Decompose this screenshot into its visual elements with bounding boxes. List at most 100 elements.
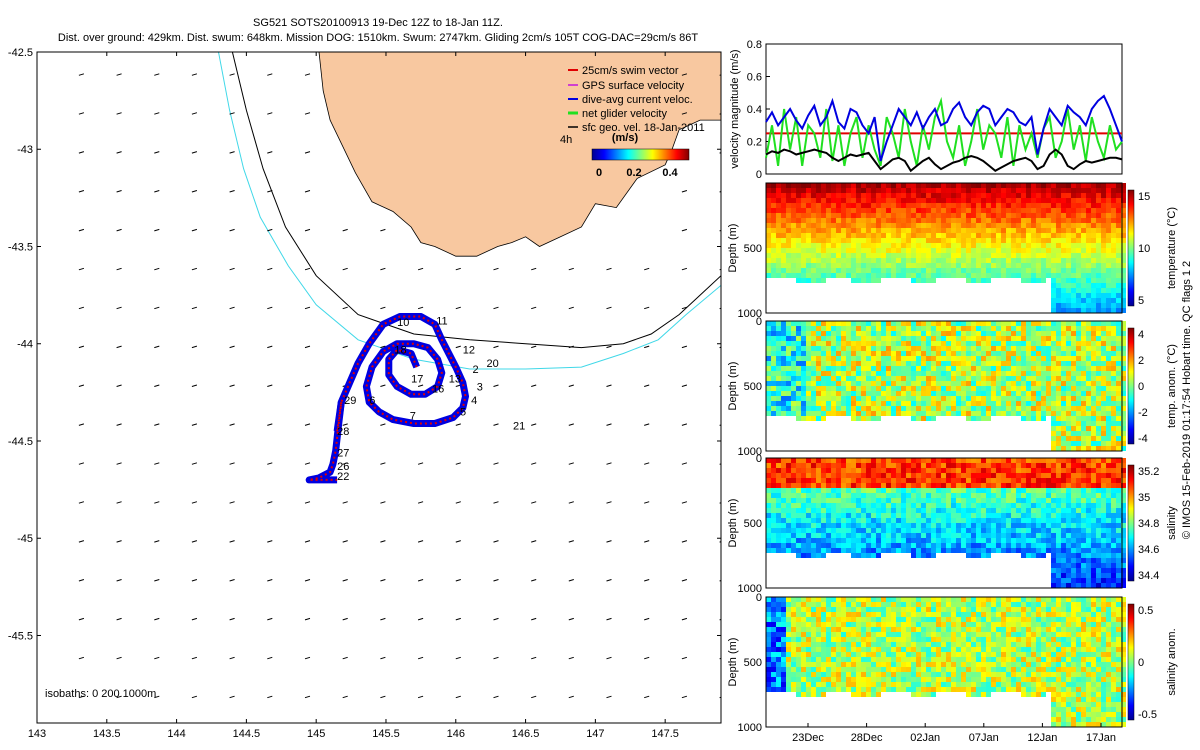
section-cell [826, 371, 831, 376]
section-cell [881, 528, 886, 533]
section-cell [1121, 188, 1126, 193]
section-cell [1056, 366, 1061, 371]
section-cell [966, 416, 971, 421]
section-cell [906, 411, 911, 416]
section-cell [1011, 386, 1016, 391]
section-cell [1021, 508, 1026, 513]
section-cell [926, 528, 931, 533]
section-cell [1096, 573, 1101, 578]
section-cell [1006, 508, 1011, 513]
section-cell [1046, 483, 1051, 488]
section-cell [851, 396, 856, 401]
section-cell [1106, 228, 1111, 233]
section-cell [896, 406, 901, 411]
section-cell [1061, 386, 1066, 391]
section-cell [1051, 223, 1056, 228]
section-cell [791, 528, 796, 533]
section-cell [1041, 458, 1046, 463]
section-cell [1081, 401, 1086, 406]
section-cell [1066, 293, 1071, 298]
velocity-arrow [304, 501, 311, 504]
section-cell [921, 258, 926, 263]
velocity-arrow [380, 423, 386, 426]
section-cell [796, 346, 801, 351]
section-cell [781, 488, 786, 493]
section-cell [946, 543, 951, 548]
section-cell [831, 193, 836, 198]
section-cell [996, 401, 1001, 406]
section-cell [976, 488, 981, 493]
section-cell [841, 381, 846, 386]
section-cell [871, 278, 876, 283]
section-cell [941, 396, 946, 401]
section-cell [846, 248, 851, 253]
section-cell [1006, 228, 1011, 233]
section-cell [871, 258, 876, 263]
section-cell [1121, 208, 1126, 213]
section-cell [1106, 376, 1111, 381]
velocity-ytick-label: 0.4 [747, 104, 762, 116]
section-cell [1036, 361, 1041, 366]
section-cell [1071, 468, 1076, 473]
section-ytick-label: 0 [756, 453, 762, 465]
section-cell [996, 193, 1001, 198]
section-cell [1031, 243, 1036, 248]
section-cell [1111, 356, 1116, 361]
section-cell [881, 396, 886, 401]
section-cell [1026, 326, 1031, 331]
section-cell [1041, 406, 1046, 411]
section-ylabel: Depth (m) [727, 362, 739, 411]
section-cell [1071, 381, 1076, 386]
section-cell [811, 278, 816, 283]
section-cell [901, 498, 906, 503]
section-cell [1116, 183, 1121, 188]
section-cell [1061, 376, 1066, 381]
section-cell [786, 193, 791, 198]
colorbar-tick-0: 0 [596, 167, 602, 179]
velocity-arrow [191, 462, 198, 465]
section-cell [951, 381, 956, 386]
section-cell [926, 498, 931, 503]
section-cell [831, 381, 836, 386]
section-cell [1066, 351, 1071, 356]
section-cell [836, 243, 841, 248]
section-cell [776, 513, 781, 518]
section-cell [1051, 396, 1056, 401]
section-cell [1006, 533, 1011, 538]
section-cell [1106, 508, 1111, 513]
section-cell [926, 223, 931, 228]
velocity-arrow [380, 540, 386, 543]
section-cell [1016, 218, 1021, 223]
section-cell [771, 662, 776, 667]
section-cell [871, 268, 876, 273]
section-cell [911, 458, 916, 463]
section-cell [851, 391, 856, 396]
section-cell [926, 371, 931, 376]
section-cell [981, 233, 986, 238]
section-cell [896, 263, 901, 268]
section-cell [861, 321, 866, 326]
map-xtick-label: 145 [307, 728, 325, 740]
section-cell [876, 183, 881, 188]
section-cell [1106, 523, 1111, 528]
section-cell [901, 548, 906, 553]
section-cell [906, 463, 911, 468]
section-cell [916, 458, 921, 463]
section-cell [796, 473, 801, 478]
velocity-arrow [380, 267, 386, 271]
section-cell [886, 381, 891, 386]
section-cell [791, 463, 796, 468]
section-cell [926, 326, 931, 331]
section-cell [1001, 386, 1006, 391]
section-cell [956, 411, 961, 416]
section-cell [951, 253, 956, 258]
section-cell [996, 203, 1001, 208]
section-cell [1051, 243, 1056, 248]
section-cell [1086, 203, 1091, 208]
section-cell [1101, 218, 1106, 223]
section-cell [891, 208, 896, 213]
section-cell [1076, 346, 1081, 351]
section-cell [841, 346, 846, 351]
section-cell [771, 493, 776, 498]
velocity-arrow [380, 501, 386, 504]
